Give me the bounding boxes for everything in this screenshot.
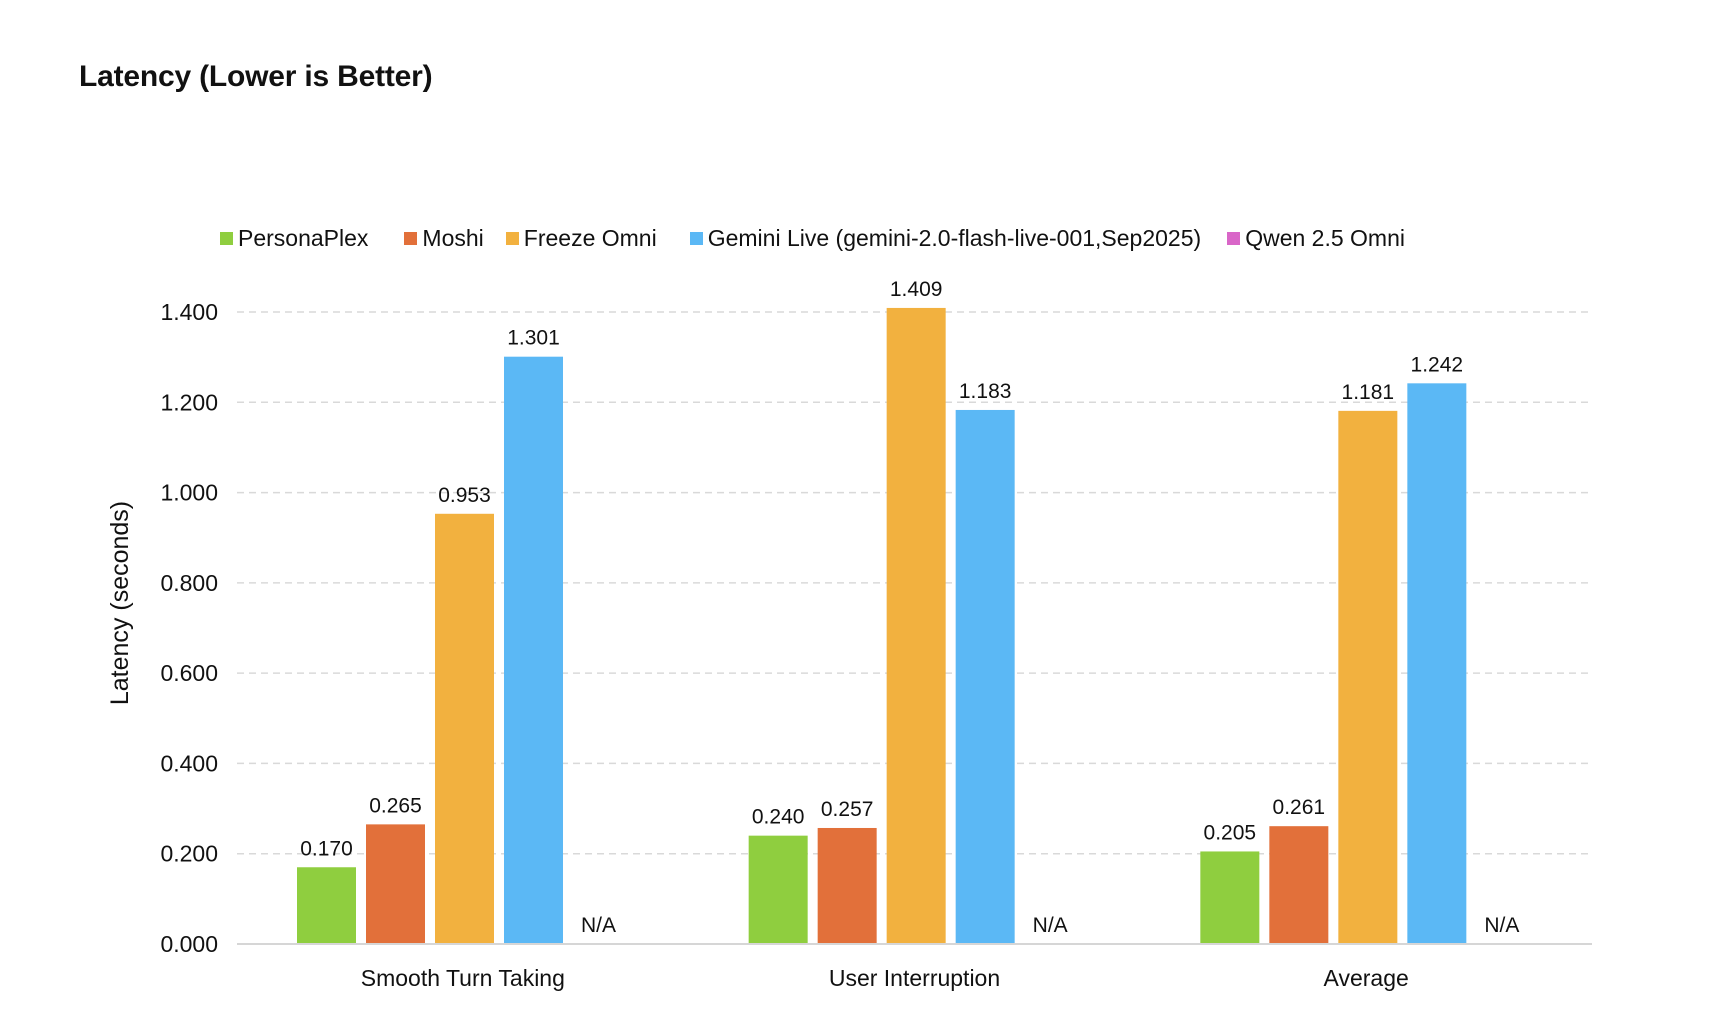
bar xyxy=(504,356,563,945)
legend-label: PersonaPlex xyxy=(238,224,369,251)
bar xyxy=(1407,383,1467,945)
y-tick-label: 1.000 xyxy=(160,480,218,506)
bar xyxy=(748,835,808,944)
y-tick-label: 0.200 xyxy=(160,841,218,867)
legend-label: Gemini Live (gemini-2.0-flash-live-001,S… xyxy=(707,224,1202,251)
y-tick-label: 0.800 xyxy=(160,570,218,596)
bar xyxy=(955,409,1015,945)
legend-swatch xyxy=(505,231,519,245)
x-tick-label: Average xyxy=(1324,965,1409,991)
bar xyxy=(366,824,425,944)
bar xyxy=(1200,851,1260,944)
legend-label: Qwen 2.5 Omni xyxy=(1245,224,1405,251)
data-label: 0.240 xyxy=(752,806,805,829)
legend-label: Freeze Omni xyxy=(523,224,657,251)
data-label: 1.409 xyxy=(890,278,943,301)
y-tick-label: 0.600 xyxy=(160,660,218,686)
data-label: 0.261 xyxy=(1273,796,1326,819)
y-tick-label: 1.200 xyxy=(160,389,218,415)
data-label: 0.205 xyxy=(1204,821,1257,844)
legend-label: Moshi xyxy=(422,224,484,251)
data-labels: 0.170 0.265 0.953 1.301 N/A 0.240 0.257 1.409 1.… xyxy=(300,278,1519,937)
bar xyxy=(297,867,356,944)
data-label: 1.181 xyxy=(1342,381,1395,404)
legend-swatch xyxy=(404,231,418,245)
data-label: 1.183 xyxy=(959,380,1012,403)
y-axis-ticks: 0.000 0.200 0.400 0.600 0.800 1.000 1.200 1.400 xyxy=(160,299,218,957)
data-label: 0.953 xyxy=(438,484,491,507)
y-tick-label: 0.000 xyxy=(160,931,218,957)
data-label: 0.170 xyxy=(300,837,353,860)
bar xyxy=(817,827,877,944)
chart-title: Latency (Lower is Better) xyxy=(79,60,433,93)
x-axis-ticks: Smooth Turn Taking User Interruption Avera… xyxy=(361,965,1409,991)
bar xyxy=(1269,826,1329,944)
legend-item[interactable]: PersonaPlex xyxy=(220,225,368,252)
data-label: 0.257 xyxy=(821,798,874,821)
bar xyxy=(886,307,946,944)
bar xyxy=(1338,410,1398,944)
y-tick-label: 0.400 xyxy=(160,750,218,776)
y-tick-label: 1.400 xyxy=(160,299,218,325)
legend-item[interactable]: Freeze Omni xyxy=(505,224,657,252)
data-label: 1.242 xyxy=(1411,353,1464,376)
legend-swatch xyxy=(1227,231,1241,245)
x-tick-label: Smooth Turn Taking xyxy=(361,965,565,991)
legend-swatch xyxy=(220,231,233,245)
data-label-na: N/A xyxy=(581,914,616,937)
y-axis-label: Latency (seconds) xyxy=(106,501,134,705)
legend-item[interactable]: Qwen 2.5 Omni xyxy=(1227,225,1405,252)
data-label-na: N/A xyxy=(1484,914,1519,937)
data-label: 1.301 xyxy=(507,327,560,350)
legend-item[interactable]: Moshi xyxy=(404,224,484,252)
legend-item[interactable]: Gemini Live (gemini-2.0-flash-live-001,S… xyxy=(689,224,1202,252)
legend-swatch xyxy=(689,231,703,245)
bar xyxy=(435,513,494,944)
bars xyxy=(297,307,1467,945)
x-tick-label: User Interruption xyxy=(829,965,1000,991)
legend: PersonaPlex Moshi Freeze Omni Gemini Live (… xyxy=(220,224,1405,252)
data-label-na: N/A xyxy=(1033,914,1068,937)
data-label: 0.265 xyxy=(369,794,422,817)
